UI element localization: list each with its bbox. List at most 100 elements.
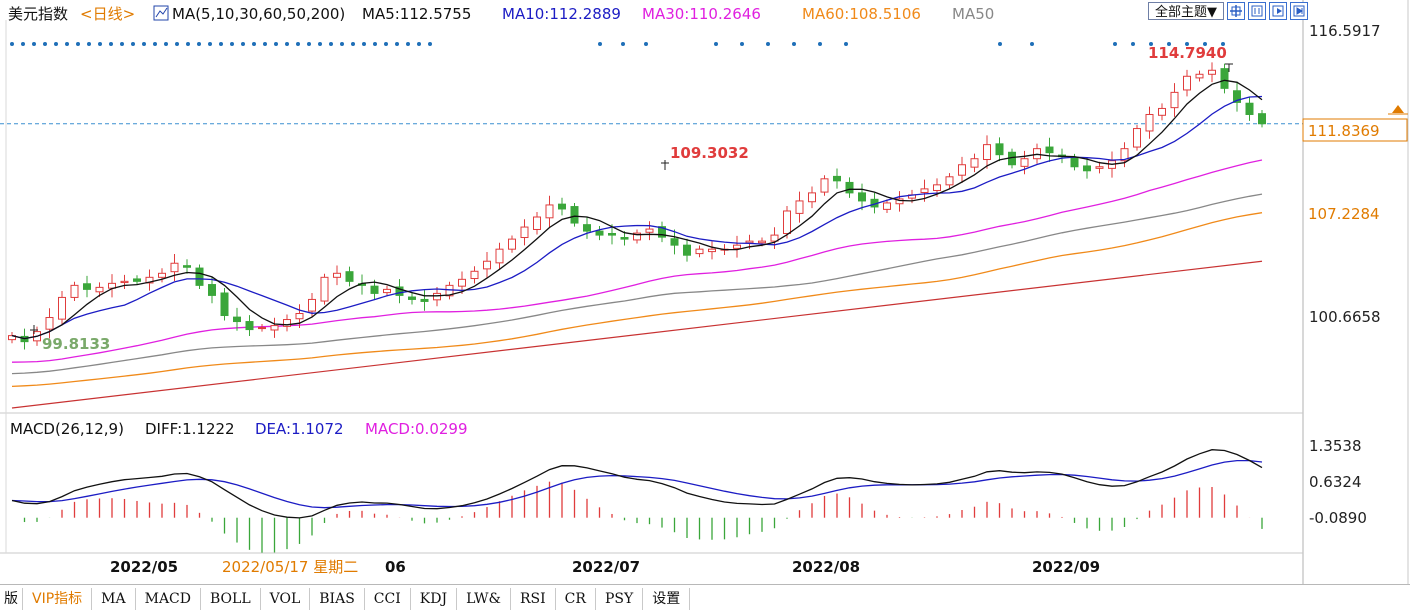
candle-body <box>1120 148 1129 162</box>
signal-dot <box>395 42 399 46</box>
tab-8[interactable]: KDJ <box>411 587 458 610</box>
candle-body <box>470 270 479 280</box>
candle-body <box>408 296 416 300</box>
signal-dot <box>766 42 770 46</box>
candle-body <box>533 216 541 230</box>
signal-dot <box>740 42 744 46</box>
indicator-tab-bar: 版 VIP指标 MA MACD BOLL VOL BIAS CCI KDJ LW& RSI CR PSY… <box>0 584 1410 612</box>
tab-9[interactable]: LW& <box>457 587 511 610</box>
tab-5[interactable]: VOL <box>261 587 311 610</box>
ma-icon-line <box>155 7 168 18</box>
ma60-line <box>11 212 1263 388</box>
candle-body <box>70 284 79 298</box>
period-label: <日线> <box>80 5 135 23</box>
macd-title: MACD(26,12,9) <box>10 420 124 438</box>
signal-dot <box>1113 42 1117 46</box>
time-label-partial: 06 <box>385 558 406 576</box>
candle-body <box>383 288 391 294</box>
candle-body <box>83 283 91 290</box>
signal-dot <box>384 42 388 46</box>
candle-body <box>1095 166 1104 169</box>
candle-body <box>395 286 404 296</box>
candle-body <box>620 237 629 240</box>
time-label-2: 2022/08 <box>792 558 860 576</box>
tab-10[interactable]: RSI <box>511 587 556 610</box>
tab-6[interactable]: BIAS <box>310 587 365 610</box>
ma50-line <box>11 193 1263 375</box>
candle-body <box>283 319 291 327</box>
tab-13[interactable]: 设置 <box>643 587 691 610</box>
candle-body <box>133 278 141 282</box>
candle-body <box>270 325 279 331</box>
ma-value-3: MA60:108.5106 <box>802 5 921 23</box>
tab-2[interactable]: MA <box>92 587 136 610</box>
step-forward-icon[interactable] <box>1290 2 1308 20</box>
mid-high-marker <box>661 160 669 170</box>
candle-body <box>733 244 741 249</box>
tab-1[interactable]: VIP指标 <box>23 587 93 610</box>
crosshair-icon[interactable] <box>1227 2 1245 20</box>
candle-body <box>208 284 216 296</box>
candle-body <box>1158 107 1166 116</box>
candle-body <box>1258 113 1266 125</box>
candle-body <box>683 244 691 256</box>
signal-dot <box>153 42 157 46</box>
signal-dot <box>417 42 421 46</box>
signal-dot <box>714 42 718 46</box>
signal-dot <box>1221 42 1225 46</box>
signal-dot <box>43 42 47 46</box>
candle-body <box>220 292 229 317</box>
signal-dot <box>32 42 36 46</box>
signal-dot <box>230 42 234 46</box>
candle-body <box>295 313 304 320</box>
candle-body <box>520 226 529 239</box>
zoom-in-icon[interactable] <box>1248 2 1266 20</box>
tab-0[interactable]: 版 <box>0 587 23 610</box>
tab-11[interactable]: CR <box>556 587 596 610</box>
candle-body <box>745 240 754 244</box>
candle-body <box>145 276 154 284</box>
theme-select-button[interactable]: 全部主题▼ <box>1148 2 1224 20</box>
ma10-line <box>11 95 1263 340</box>
macd-dea-label: DEA:1.1072 <box>255 420 344 438</box>
signal-dot <box>362 42 366 46</box>
signal-dot <box>164 42 168 46</box>
candle-body <box>1245 102 1254 115</box>
tab-3[interactable]: MACD <box>136 587 201 610</box>
candle-body <box>995 143 1004 156</box>
diff-line <box>11 449 1263 519</box>
signal-dot <box>644 42 648 46</box>
candle-body <box>933 184 941 191</box>
ma-title: MA(5,10,30,60,50,200) <box>172 5 345 23</box>
step-back-icon[interactable] <box>1269 2 1287 20</box>
ma-icon <box>153 5 169 21</box>
mid-high-price-label: 109.3032 <box>670 144 749 162</box>
current-price-box <box>1302 118 1408 142</box>
candle-body <box>1045 146 1054 154</box>
candle-body <box>833 175 841 182</box>
candle-body <box>1170 91 1179 109</box>
tab-7[interactable]: CCI <box>365 587 411 610</box>
candle-body <box>433 292 441 301</box>
candle-body <box>845 181 854 194</box>
signal-dot <box>792 42 796 46</box>
signal-dot <box>131 42 135 46</box>
candle-body <box>983 144 991 161</box>
candle-body <box>420 298 429 302</box>
signal-dot <box>10 42 14 46</box>
signal-dot <box>818 42 822 46</box>
signal-dot <box>252 42 256 46</box>
macd-histogram <box>23 481 1263 553</box>
signal-dot <box>998 42 1002 46</box>
signal-dot <box>285 42 289 46</box>
candle-body <box>633 232 641 241</box>
price-tick-bottom: 100.6658 <box>1309 308 1381 326</box>
candle-body <box>783 210 791 234</box>
tab-12[interactable]: PSY <box>596 587 644 610</box>
signal-dot <box>120 42 124 46</box>
candle-body <box>245 321 254 331</box>
signal-dot <box>1149 42 1153 46</box>
ma200-line <box>11 260 1263 409</box>
candle-body <box>570 206 579 224</box>
tab-4[interactable]: BOLL <box>201 587 261 610</box>
